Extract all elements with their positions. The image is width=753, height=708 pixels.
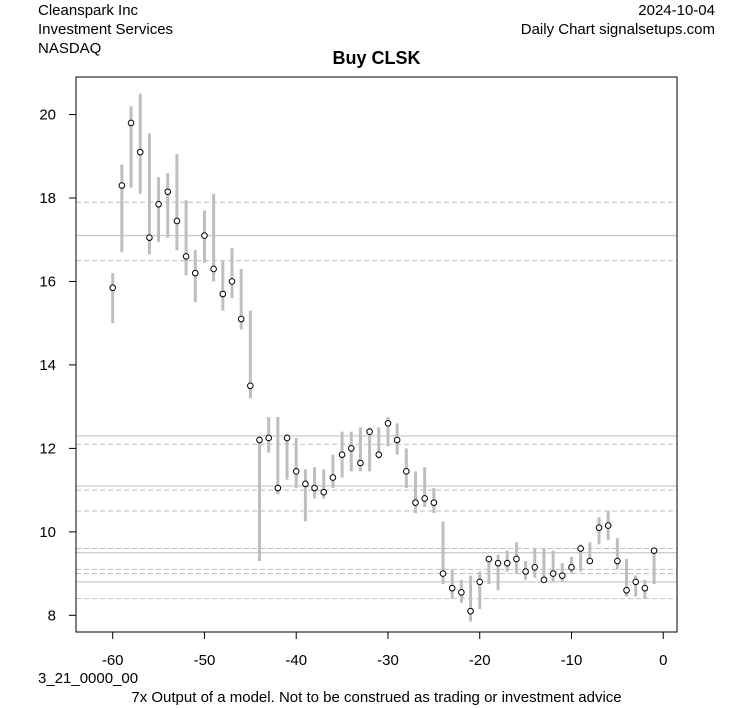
x-tick-label: -20: [469, 652, 491, 669]
close-point: [421, 495, 428, 502]
x-tick-label: 0: [659, 652, 667, 669]
close-point: [292, 468, 300, 475]
close-point: [522, 568, 529, 575]
close-point: [494, 559, 502, 567]
close-point: [247, 382, 254, 390]
close-point: [430, 499, 438, 506]
close-point: [403, 468, 410, 475]
close-point: [191, 269, 199, 277]
close-point: [109, 284, 117, 292]
close-point: [146, 234, 153, 241]
close-point: [577, 545, 584, 552]
close-point: [595, 524, 603, 531]
y-tick-label: 10: [39, 524, 56, 541]
y-tick-label: 20: [39, 107, 56, 124]
close-point: [347, 445, 355, 452]
close-point: [118, 182, 126, 189]
close-point: [604, 522, 612, 529]
close-point: [256, 436, 263, 444]
close-point: [311, 484, 318, 492]
close-point: [136, 148, 144, 156]
x-tick-label: -30: [377, 652, 399, 669]
close-point: [568, 564, 575, 571]
x-tick-label: -50: [194, 652, 216, 669]
close-point: [467, 607, 474, 615]
close-point: [283, 434, 291, 442]
close-point: [614, 557, 621, 565]
chart-title: Buy CLSK: [332, 48, 421, 68]
close-point: [201, 232, 208, 239]
close-point: [155, 200, 162, 208]
close-point: [531, 564, 539, 571]
close-point: [302, 480, 309, 488]
x-axis: -60 -50 -40 -30 -20 -10 0: [102, 632, 667, 669]
close-point: [127, 119, 135, 127]
close-point: [274, 484, 282, 492]
close-point: [265, 434, 272, 442]
close-point: [320, 488, 328, 496]
close-points: [109, 119, 658, 615]
x-tick-label: -40: [285, 652, 307, 669]
close-point: [503, 559, 511, 567]
close-point: [210, 265, 217, 273]
close-point: [357, 459, 364, 467]
close-point: [366, 428, 373, 435]
sector-label: Investment Services: [38, 21, 174, 38]
close-point: [513, 555, 520, 563]
exchange-label: NASDAQ: [38, 40, 102, 57]
y-axis: 8 10 12 14 16 18 20: [39, 107, 76, 624]
close-point: [384, 420, 392, 427]
y-tick-label: 18: [39, 190, 56, 207]
close-point: [439, 570, 447, 577]
close-point: [476, 578, 484, 586]
y-tick-label: 12: [39, 440, 56, 457]
chart-source: Daily Chart signalsetups.com: [520, 21, 715, 38]
close-point: [412, 499, 419, 506]
close-point: [338, 451, 346, 458]
close-point: [586, 557, 594, 565]
close-point: [549, 570, 557, 577]
y-tick-label: 8: [48, 607, 56, 624]
close-point: [632, 578, 640, 586]
close-point: [540, 576, 548, 584]
close-point: [375, 451, 383, 458]
close-point: [448, 584, 456, 592]
close-point: [173, 217, 181, 225]
chart-date: 2024-10-04: [638, 2, 715, 19]
disclaimer-text: 7x Output of a model. Not to be construe…: [131, 689, 622, 706]
model-code: 3_21_0000_00: [38, 670, 139, 687]
close-point: [458, 589, 465, 596]
close-point: [219, 290, 227, 298]
close-point: [641, 584, 649, 592]
y-tick-label: 14: [39, 357, 56, 374]
close-point: [228, 278, 236, 285]
company-name: Cleanspark Inc: [38, 2, 139, 19]
close-point: [329, 474, 337, 481]
x-tick-label: -60: [102, 652, 124, 669]
horizontal-levels: [76, 201, 677, 600]
plot-frame: [75, 76, 678, 633]
close-point: [237, 315, 245, 323]
close-point: [650, 547, 658, 554]
close-point: [559, 572, 566, 579]
close-point: [164, 188, 172, 196]
close-point: [623, 586, 630, 594]
range-bars: [111, 93, 656, 622]
close-point: [393, 436, 401, 444]
y-tick-label: 16: [39, 273, 56, 290]
close-point: [485, 555, 493, 563]
x-tick-label: -10: [561, 652, 583, 669]
close-point: [182, 253, 190, 260]
